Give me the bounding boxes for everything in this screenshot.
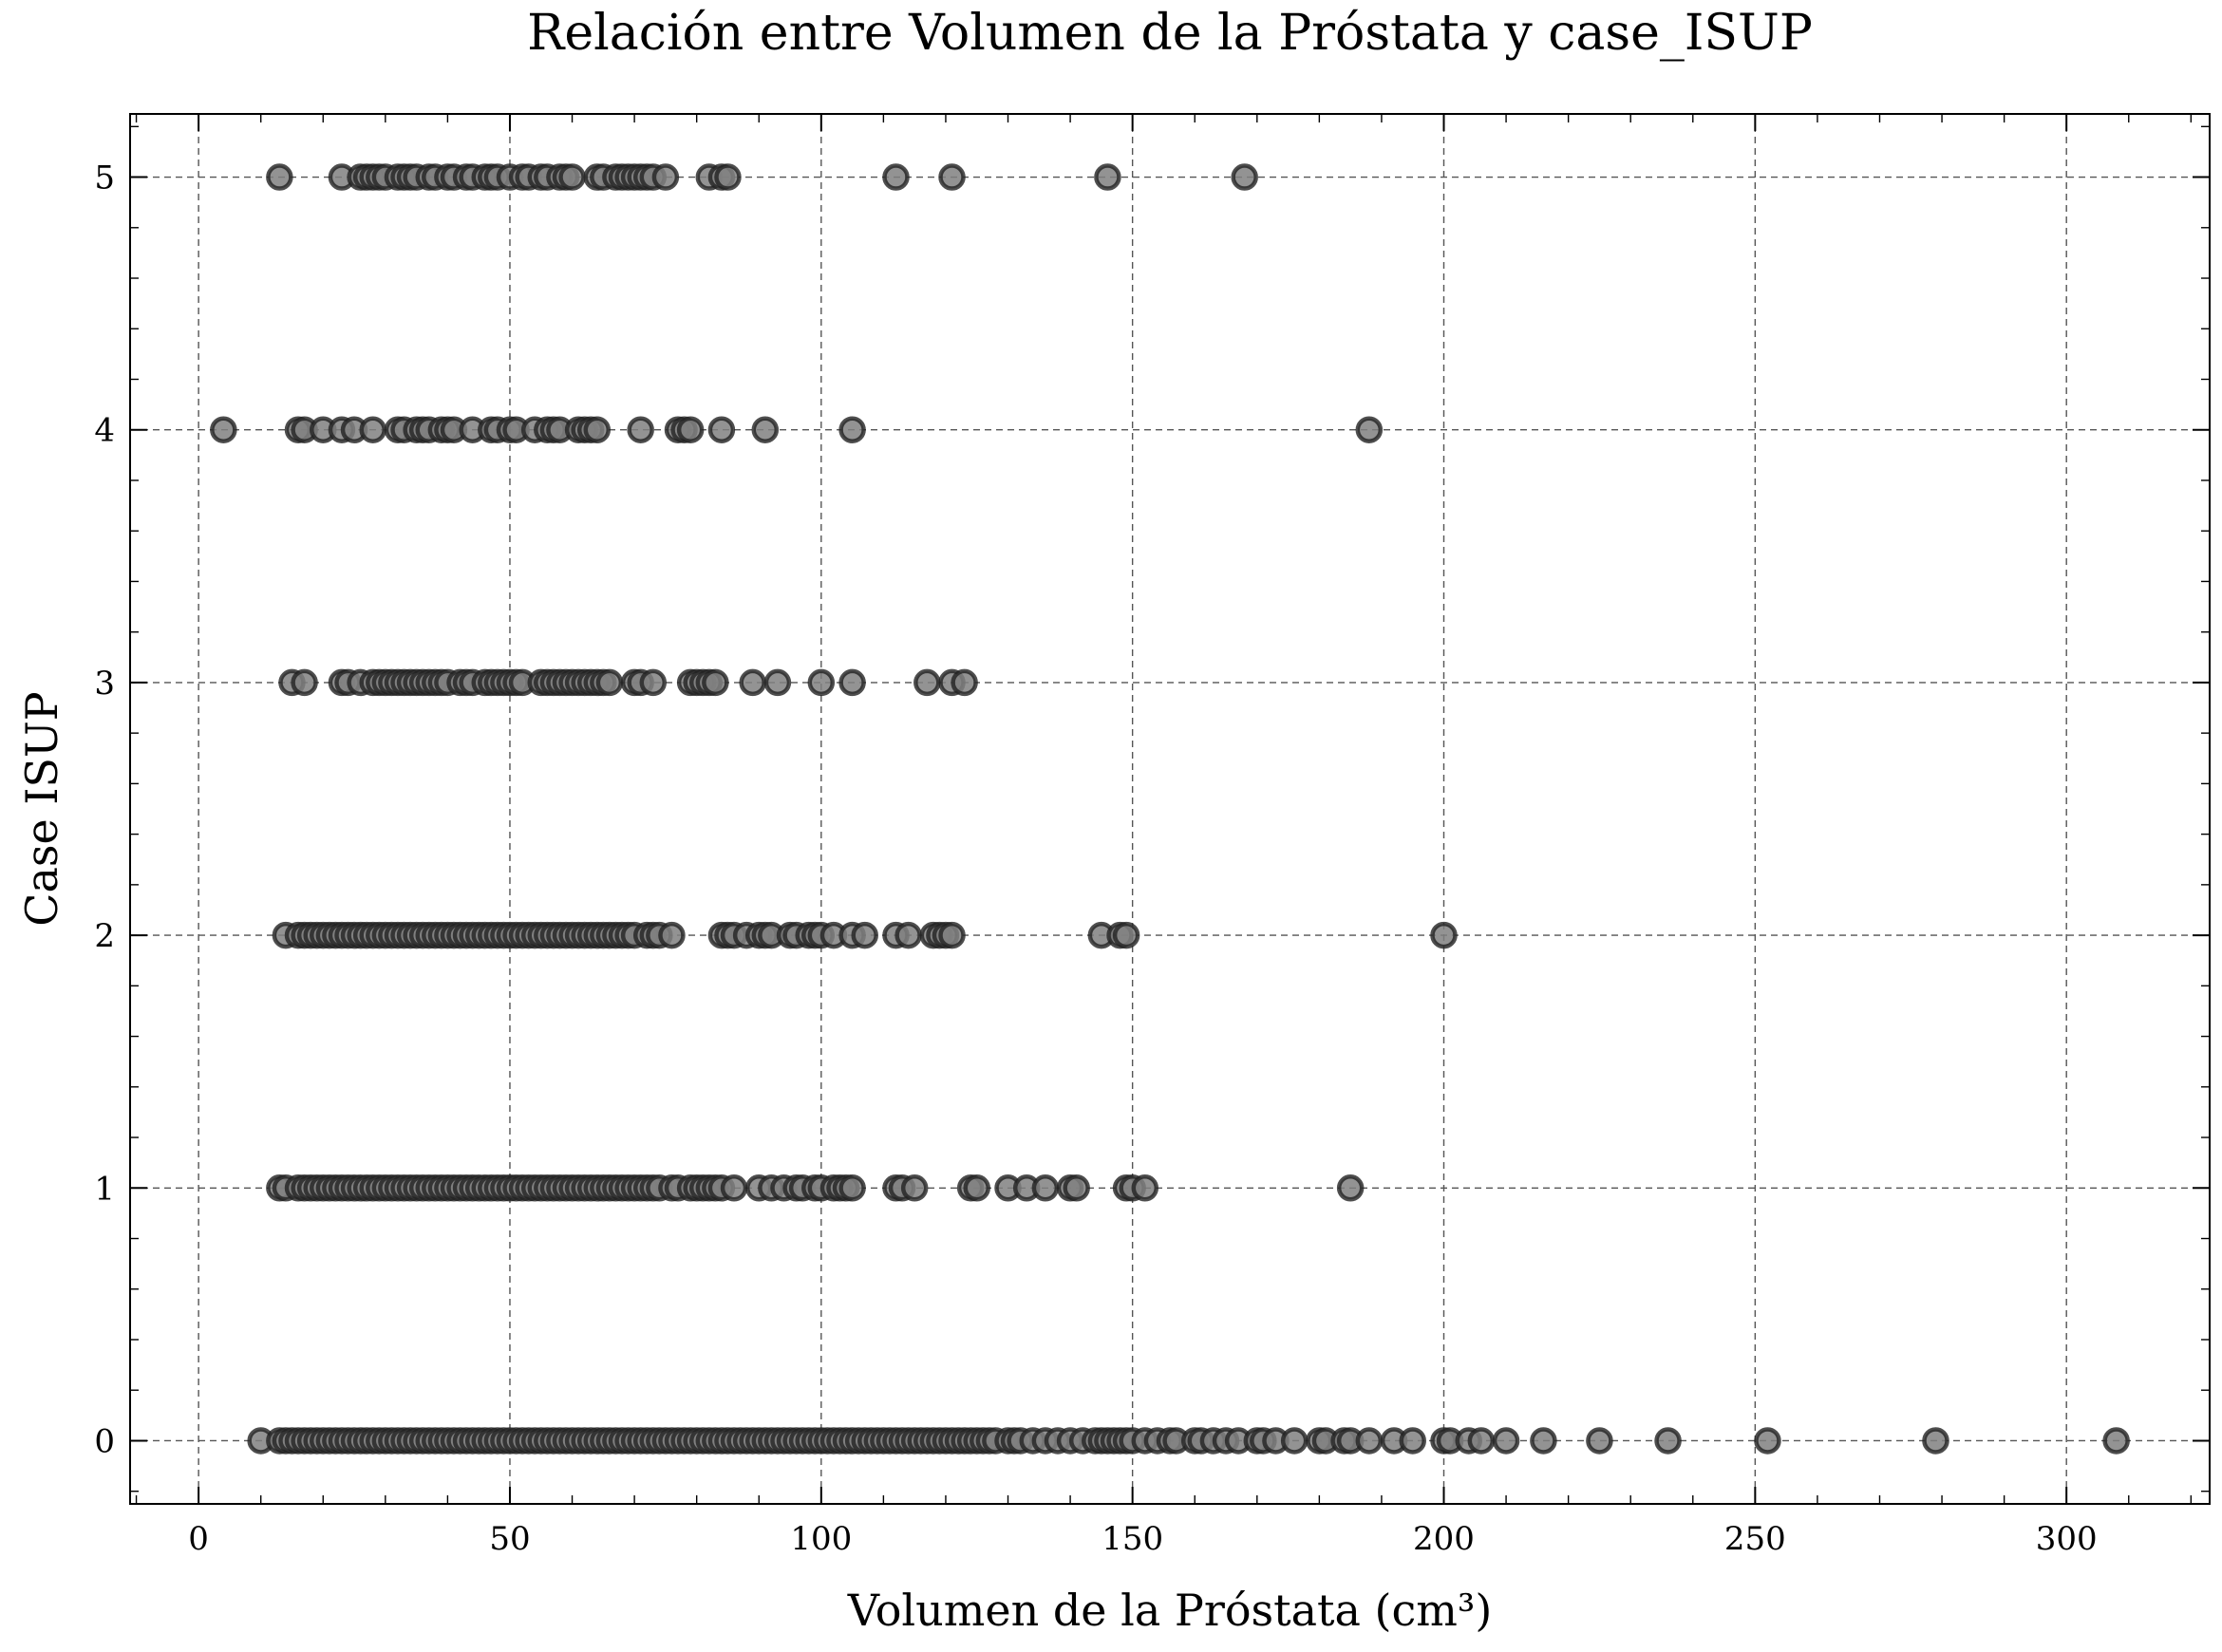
data-point bbox=[1280, 1427, 1309, 1455]
data-point bbox=[1031, 1174, 1060, 1202]
data-point bbox=[266, 163, 293, 191]
data-point bbox=[651, 163, 680, 191]
y-tick-label: 1 bbox=[94, 1170, 115, 1208]
y-tick-label: 4 bbox=[94, 412, 115, 450]
data-point bbox=[963, 1174, 990, 1202]
data-point bbox=[707, 416, 736, 443]
grid-lines bbox=[130, 114, 2210, 1504]
data-point bbox=[627, 416, 654, 443]
chart-title: Relación entre Volumen de la Próstata y … bbox=[527, 5, 1813, 62]
data-point bbox=[595, 668, 624, 697]
data-point bbox=[1399, 1427, 1426, 1455]
data-point bbox=[1754, 1427, 1781, 1455]
plot-frame bbox=[129, 113, 2211, 1505]
data-point bbox=[558, 163, 586, 191]
data-point bbox=[938, 921, 966, 949]
data-point bbox=[913, 668, 941, 697]
data-point bbox=[639, 668, 668, 697]
data-point bbox=[894, 921, 922, 949]
data-point bbox=[1654, 1427, 1682, 1455]
tick-labels: 0 50 100 150 200 250 300 0 1 2 3 4 5 bbox=[94, 160, 2097, 1558]
data-point bbox=[1063, 1174, 1090, 1202]
data-point bbox=[807, 668, 836, 697]
data-point bbox=[1355, 416, 1384, 443]
data-point bbox=[1922, 1427, 1949, 1455]
data-point bbox=[838, 668, 866, 697]
x-tick-label: 250 bbox=[1724, 1520, 1786, 1558]
data-points bbox=[210, 163, 2130, 1455]
data-point bbox=[658, 921, 686, 949]
data-point bbox=[702, 668, 729, 697]
data-point bbox=[1530, 1427, 1557, 1455]
data-point bbox=[763, 668, 792, 697]
data-point bbox=[1586, 1427, 1613, 1455]
data-point bbox=[1112, 921, 1140, 949]
x-tick-label: 150 bbox=[1102, 1520, 1163, 1558]
data-point bbox=[751, 416, 780, 443]
data-point bbox=[210, 416, 237, 443]
data-point bbox=[1231, 163, 1258, 191]
data-point bbox=[359, 416, 386, 443]
x-tick-label: 0 bbox=[188, 1520, 209, 1558]
x-tick-label: 300 bbox=[2036, 1520, 2098, 1558]
x-tick-label: 200 bbox=[1413, 1520, 1475, 1558]
data-point bbox=[882, 163, 910, 191]
data-point bbox=[676, 416, 705, 443]
x-tick-label: 100 bbox=[790, 1520, 852, 1558]
x-tick-label: 50 bbox=[489, 1520, 530, 1558]
data-point bbox=[739, 668, 766, 697]
data-point bbox=[851, 921, 878, 949]
data-point bbox=[951, 668, 978, 697]
data-point bbox=[1131, 1174, 1159, 1202]
data-point bbox=[1336, 1174, 1365, 1202]
tick-marks bbox=[130, 114, 2210, 1504]
data-point bbox=[720, 1174, 748, 1202]
data-point bbox=[714, 163, 742, 191]
data-point bbox=[1430, 921, 1458, 949]
data-point bbox=[1355, 1427, 1384, 1455]
data-point bbox=[2102, 1427, 2130, 1455]
data-point bbox=[291, 668, 318, 697]
data-point bbox=[1492, 1427, 1520, 1455]
data-point bbox=[900, 1174, 929, 1202]
y-tick-label: 0 bbox=[94, 1422, 115, 1460]
data-point bbox=[838, 1174, 866, 1202]
y-tick-label: 5 bbox=[94, 160, 115, 197]
data-point bbox=[583, 416, 612, 443]
y-tick-label: 2 bbox=[94, 917, 115, 955]
data-point bbox=[1467, 1427, 1496, 1455]
y-axis-title: Case ISUP bbox=[16, 691, 67, 926]
axes bbox=[129, 113, 2211, 1505]
data-point bbox=[1094, 163, 1121, 191]
data-point bbox=[938, 163, 966, 191]
y-tick-label: 3 bbox=[94, 665, 115, 703]
data-point bbox=[838, 416, 866, 443]
x-axis-title: Volumen de la Próstata (cm³) bbox=[847, 1585, 1493, 1636]
